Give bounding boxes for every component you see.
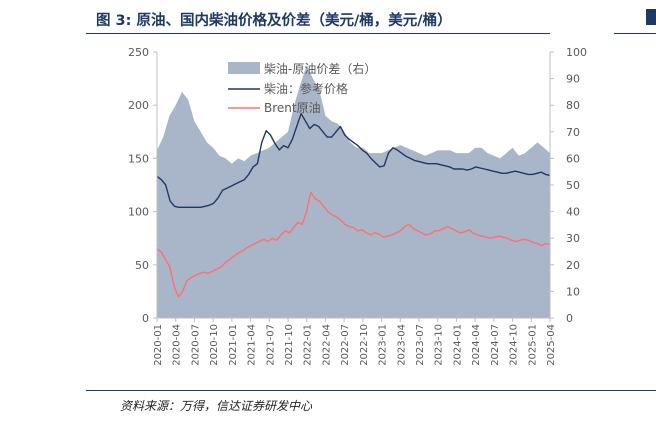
x-tick-label: 2020-07 (190, 324, 201, 366)
figure-title: 图 3: 原油、国内柴油价格及价差（美元/桶，美元/桶） (96, 13, 452, 29)
x-tick-label: 2022-01 (303, 324, 314, 366)
x-tick-label: 2023-07 (415, 324, 426, 366)
x-tick-label: 2024-10 (509, 324, 520, 366)
edge-marker (646, 9, 656, 25)
right-tick-label: 100 (566, 46, 587, 59)
title-rule (86, 33, 550, 34)
x-tick-label: 2020-01 (153, 324, 164, 366)
x-tick-label: 2024-04 (471, 324, 482, 366)
right-tick-label: 50 (566, 179, 580, 192)
series-line-diesel (156, 112, 551, 209)
title-rule-right (614, 33, 656, 34)
series-line-brent (156, 191, 551, 298)
legend-label-spread: 柴油-原油价差（右） (264, 61, 376, 76)
legend: 柴油-原油价差（右） 柴油：参考价格 Brent原油 (228, 61, 376, 115)
x-tick-label: 2022-10 (359, 324, 370, 366)
line-layer (156, 112, 551, 298)
legend-label-diesel: 柴油：参考价格 (264, 81, 348, 96)
x-tick-label: 2021-07 (265, 324, 276, 366)
right-tick-label: 80 (566, 99, 580, 112)
right-tick-label: 70 (566, 126, 580, 139)
left-tick-label: 150 (128, 152, 149, 165)
x-tick-label: 2021-01 (228, 324, 239, 366)
source-note: 资料来源：万得，信达证券研发中心 (120, 399, 313, 413)
x-tick-label: 2024-07 (490, 324, 501, 366)
x-tick-label: 2020-04 (172, 324, 183, 366)
axis-layer: 0 50 100 150 200 250 0 10 20 30 40 50 60 70 80 90 100 202… (128, 46, 587, 366)
x-tick-label: 2021-10 (284, 324, 295, 366)
x-tick-label: 2024-01 (452, 324, 463, 366)
x-tick-label: 2020-10 (209, 324, 220, 366)
x-tick-label: 2022-07 (340, 324, 351, 366)
x-tick-label: 2025-04 (546, 324, 557, 366)
series-area-spread (157, 65, 550, 318)
x-tick-label: 2021-04 (247, 324, 258, 366)
right-tick-label: 30 (566, 232, 580, 245)
left-tick-label: 100 (128, 206, 149, 219)
legend-swatch-spread (228, 62, 260, 74)
x-tick-label: 2023-04 (396, 324, 407, 366)
x-tick-label: 2023-10 (434, 324, 445, 366)
legend-label-brent: Brent原油 (264, 101, 321, 115)
right-tick-label: 10 (566, 285, 580, 298)
right-tick-label: 40 (566, 206, 580, 219)
right-tick-label: 0 (566, 312, 573, 325)
right-tick-label: 20 (566, 259, 580, 272)
x-tick-label: 2023-01 (378, 324, 389, 366)
left-tick-label: 200 (128, 99, 149, 112)
x-tick-label: 2025-01 (527, 324, 538, 366)
right-tick-label: 60 (566, 152, 580, 165)
area-layer (157, 65, 550, 318)
x-tick-label: 2022-04 (321, 324, 332, 366)
right-tick-label: 90 (566, 73, 580, 86)
left-tick-label: 0 (142, 312, 149, 325)
left-tick-label: 50 (135, 259, 149, 272)
left-tick-label: 250 (128, 46, 149, 59)
bottom-rule (86, 390, 656, 391)
